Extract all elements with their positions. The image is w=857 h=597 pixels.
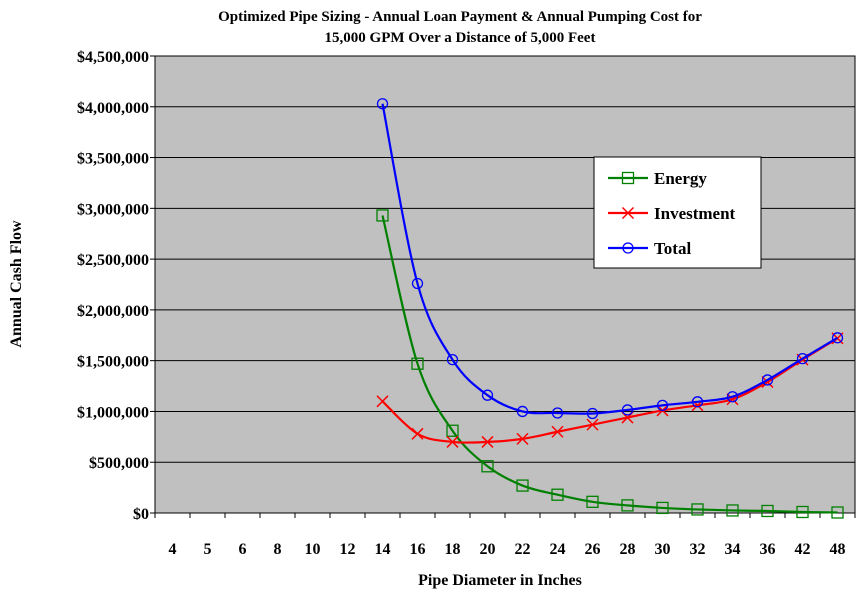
y-tick-label: $0 [133, 506, 149, 523]
x-axis: 4 5 6 8 10 12 14 16 18 20 22 24 26 28 30 32 34 36 42 48 [154, 513, 856, 558]
plot-area [154, 55, 856, 514]
x-axis-title: Pipe Diameter in Inches [418, 572, 582, 589]
x-tick-label: 14 [375, 541, 391, 558]
x-tick-label: 32 [690, 541, 706, 558]
series-total [376, 98, 844, 420]
legend-item-investment: Investment [608, 204, 736, 223]
x-tick-label: 30 [655, 541, 671, 558]
data-point-energy [621, 499, 634, 512]
legend-marker-investment [621, 206, 635, 220]
y-tick-label: $1,500,000 [77, 354, 149, 371]
data-point-total [691, 396, 704, 408]
data-point-energy [446, 424, 459, 437]
data-point-investment [551, 425, 564, 438]
x-tick-label: 42 [795, 541, 811, 558]
series-layer [376, 98, 844, 519]
data-point-energy [376, 209, 389, 222]
data-point-total [586, 407, 599, 420]
data-point-energy [761, 504, 774, 518]
gridlines [155, 106, 855, 463]
y-tick-label: $500,000 [89, 455, 149, 472]
data-point-energy [796, 505, 809, 519]
data-point-energy [411, 357, 424, 370]
x-tick-label: 28 [620, 541, 636, 558]
data-point-investment [411, 427, 424, 440]
data-point-energy [831, 506, 844, 519]
x-tick-label: 26 [585, 541, 601, 558]
x-tick-label: 24 [550, 541, 566, 558]
data-point-energy [481, 460, 494, 473]
y-axis: $0 $500,000 $1,000,000 $1,500,000 $2,000,000… [77, 49, 155, 523]
chart-title-line1: Optimized Pipe Sizing - Annual Loan Paym… [218, 9, 702, 25]
y-tick-label: $2,500,000 [77, 252, 149, 269]
series-line-total [381, 103, 839, 415]
data-point-investment [376, 395, 389, 408]
data-point-total [446, 354, 459, 366]
data-point-total [831, 332, 844, 344]
x-tick-label: 20 [480, 541, 496, 558]
data-point-energy [726, 504, 739, 517]
series-line-energy [381, 215, 838, 514]
data-point-total [481, 389, 494, 401]
y-tick-label: $3,000,000 [77, 201, 149, 218]
x-tick-label: 16 [410, 541, 426, 558]
data-point-total [516, 405, 529, 418]
data-point-investment [446, 435, 459, 448]
data-point-investment [586, 418, 599, 431]
data-point-energy [586, 495, 599, 508]
data-point-energy [551, 488, 564, 501]
data-point-investment [481, 435, 494, 448]
data-point-investment [516, 432, 529, 445]
series-energy [376, 209, 844, 519]
data-point-total [621, 404, 634, 416]
x-tick-label: 10 [305, 541, 321, 558]
legend-marker-energy [621, 171, 635, 185]
legend-item-total: Total [608, 239, 691, 258]
data-point-total [656, 399, 669, 412]
data-point-total [411, 277, 424, 290]
x-tick-label: 4 [169, 541, 177, 558]
x-tick-label: 34 [725, 541, 741, 558]
x-tick-label: 22 [515, 541, 531, 558]
data-point-total [761, 374, 774, 386]
x-tick-label: 12 [340, 541, 356, 558]
y-tick-label: $2,000,000 [77, 303, 149, 320]
legend: Energy Investment Total [593, 156, 762, 269]
y-tick-label: $4,000,000 [77, 100, 149, 117]
data-point-total [551, 407, 564, 419]
legend-label-investment: Investment [654, 204, 736, 223]
data-point-total [726, 391, 739, 403]
y-tick-label: $4,500,000 [77, 49, 149, 66]
y-tick-label: $3,500,000 [77, 151, 149, 168]
x-tick-label: 36 [760, 541, 776, 558]
data-point-energy [516, 479, 529, 492]
x-tick-label: 8 [274, 541, 282, 558]
legend-label-total: Total [654, 239, 691, 258]
chart-title-line2: 15,000 GPM Over a Distance of 5,000 Feet [325, 30, 596, 46]
legend-item-energy: Energy [608, 169, 707, 188]
x-tick-label: 18 [445, 541, 461, 558]
y-tick-label: $1,000,000 [77, 404, 149, 421]
legend-label-energy: Energy [654, 169, 707, 188]
data-point-energy [691, 503, 704, 516]
x-tick-label: 6 [239, 541, 247, 558]
x-tick-label: 5 [204, 541, 212, 558]
legend-marker-total [622, 242, 634, 254]
y-axis-title: Annual Cash Flow [8, 220, 25, 348]
data-point-energy [656, 501, 669, 515]
data-point-total [376, 98, 389, 110]
data-point-total [796, 352, 809, 365]
x-tick-label: 48 [830, 541, 846, 558]
